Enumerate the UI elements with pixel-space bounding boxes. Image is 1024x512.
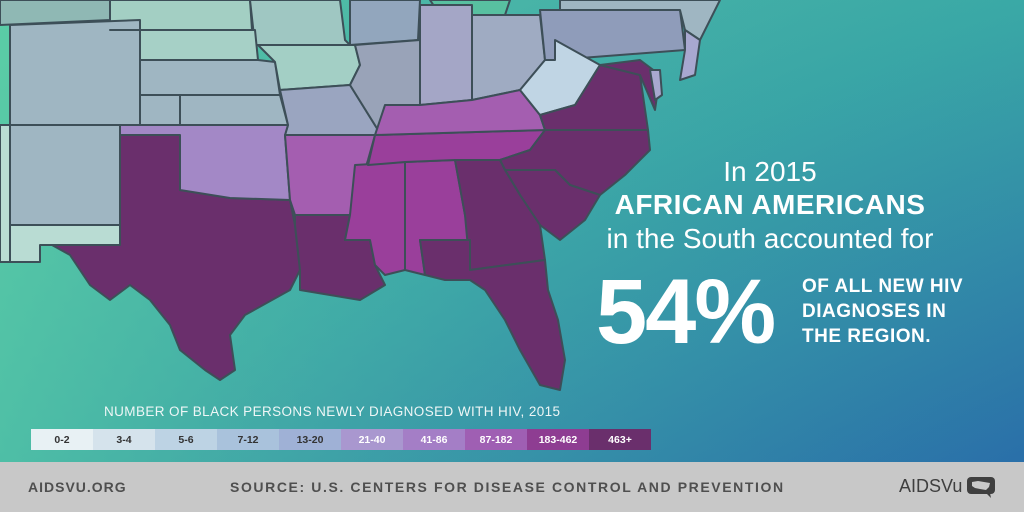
- headline-group: AFRICAN AMERICANS: [614, 189, 926, 220]
- state-minnesota: [249, 0, 351, 46]
- stat-description: OF ALL NEW HIV DIAGNOSES IN THE REGION.: [802, 274, 1002, 349]
- headline-context: in the South accounted for: [606, 223, 934, 254]
- state-wyoming: [9, 19, 141, 126]
- site-link[interactable]: AIDSVU.ORG: [28, 479, 127, 495]
- stat-value: 54%: [596, 261, 776, 363]
- headline-year: In 2015: [723, 156, 817, 187]
- map-background: [0, 0, 1024, 462]
- state-florida: [419, 239, 566, 391]
- legend-title: NUMBER OF BLACK PERSONS NEWLY DIAGNOSED …: [104, 404, 561, 419]
- state-wisconsin: [349, 0, 421, 46]
- state-new-jersey: [679, 29, 701, 81]
- legend-bin: 87-182: [465, 429, 527, 450]
- headline: In 2015 AFRICAN AMERICANS in the South a…: [560, 156, 980, 256]
- brand-logo: AIDSVu: [899, 476, 963, 496]
- legend-bin: 7-12: [217, 429, 279, 450]
- stat-line-2: DIAGNOSES IN: [802, 301, 947, 322]
- state-delaware: [649, 69, 663, 101]
- legend-bin: 0-2: [31, 429, 93, 450]
- stat-line-1: OF ALL NEW HIV: [802, 276, 964, 297]
- state-georgia: [454, 159, 546, 271]
- legend-bin: 183-462: [527, 429, 589, 450]
- state-kansas: [179, 94, 289, 126]
- state-arizona: [0, 124, 11, 263]
- legend: 0-2 3-4 5-6 7-12 13-20 21-40 41-86 87-182 183-46…: [31, 429, 651, 450]
- state-oklahoma: [119, 124, 291, 201]
- us-map: [0, 0, 1024, 462]
- source-credit: SOURCE: U.S. CENTERS FOR DISEASE CONTROL…: [230, 479, 785, 495]
- state-nebraska: [139, 59, 281, 96]
- legend-bin: 41-86: [403, 429, 465, 450]
- us-map-speech-bubble-icon: [967, 477, 995, 498]
- legend-bin: 13-20: [279, 429, 341, 450]
- state-indiana: [419, 4, 473, 106]
- footer: AIDSVU.ORG SOURCE: U.S. CENTERS FOR DISE…: [0, 462, 1024, 512]
- legend-bin: 21-40: [341, 429, 403, 450]
- legend-bin: 5-6: [155, 429, 217, 450]
- legend-bin: 3-4: [93, 429, 155, 450]
- legend-bin: 463+: [589, 429, 651, 450]
- stat-line-3: THE REGION.: [802, 326, 932, 347]
